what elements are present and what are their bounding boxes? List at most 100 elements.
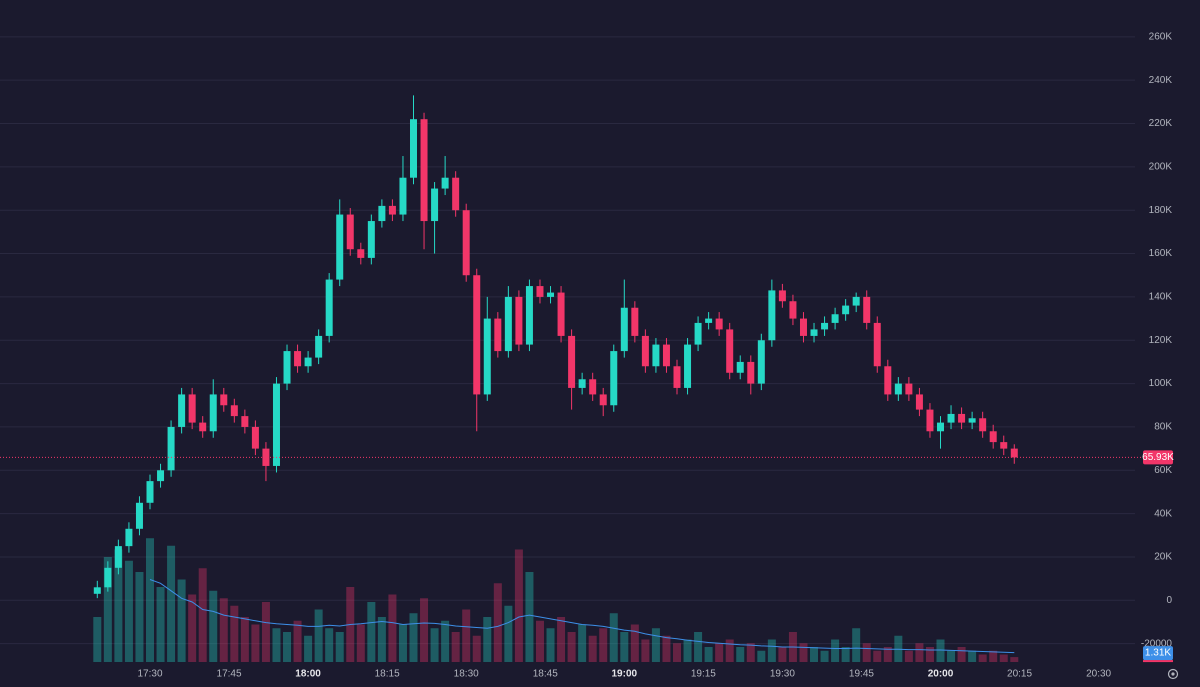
candle-body [157, 470, 165, 482]
last-price-label: 65.93K [1142, 452, 1174, 463]
candle-body [357, 249, 365, 258]
last-volume-label: 1.31K [1145, 648, 1171, 659]
candle-body [937, 422, 944, 432]
candle-body [873, 322, 881, 367]
volume-bar [904, 650, 913, 662]
x-tick-label: 17:30 [137, 669, 162, 680]
volume-bar [757, 650, 766, 662]
volume-bar [683, 639, 692, 662]
candle-body [483, 318, 491, 395]
candle-body [146, 481, 154, 503]
candle-body [578, 379, 586, 388]
volume-bar [514, 549, 523, 662]
volume-bar [156, 587, 165, 662]
candle-body [367, 221, 375, 258]
volume-bar [493, 583, 502, 662]
candle-body [452, 177, 460, 211]
volume-bar [957, 647, 966, 662]
volume-bar [978, 654, 987, 662]
y-tick-label: 240K [1149, 75, 1173, 86]
x-tick-label: 19:30 [770, 669, 795, 680]
candle-body [852, 296, 860, 306]
candle-body [241, 416, 249, 427]
candle-body [747, 361, 755, 384]
candle-body [135, 502, 143, 529]
last-volume-underline [1143, 660, 1173, 663]
candle-body [114, 546, 122, 568]
volume-bar [325, 628, 334, 662]
candle-body [294, 351, 302, 367]
y-tick-label: 220K [1149, 118, 1173, 129]
volume-bar [852, 628, 861, 662]
y-tick-label: 60K [1154, 465, 1172, 476]
volume-bar [420, 598, 429, 662]
candle-body [230, 405, 238, 417]
candle-body [462, 210, 470, 276]
volume-bar [936, 639, 945, 662]
candle-body [420, 119, 428, 222]
candle-body [778, 290, 786, 302]
candle-body [641, 335, 649, 367]
candle-body [863, 296, 871, 323]
volume-bar [641, 639, 650, 662]
y-tick-label: -20000 [1141, 638, 1173, 649]
x-tick-label: 18:15 [375, 669, 400, 680]
volume-bar [356, 624, 365, 662]
volume-bar [778, 647, 787, 662]
volume-bar [736, 647, 745, 662]
x-tick-label: 19:15 [691, 669, 716, 680]
x-tick-label: 18:45 [533, 669, 558, 680]
candle-body [504, 296, 512, 352]
settings-dot[interactable] [1171, 672, 1175, 676]
candle-body [968, 418, 976, 423]
volume-bar [831, 639, 840, 662]
candle-body [431, 188, 439, 222]
volume-bar [472, 635, 481, 662]
volume-bar [704, 647, 713, 662]
volume-bar [219, 598, 228, 662]
candle-body [705, 318, 713, 323]
candle-body [315, 335, 323, 358]
volume-bar [240, 617, 249, 662]
volume-bar [314, 609, 323, 662]
volume-bar [430, 628, 439, 662]
candle-body [304, 357, 312, 367]
volume-bar [609, 613, 618, 662]
candle-body [768, 290, 776, 341]
candle-body [989, 431, 997, 443]
candle-body [589, 379, 597, 395]
candle-body [325, 279, 333, 336]
candle-body [167, 426, 175, 471]
candle-body [251, 426, 259, 449]
volume-bar [114, 549, 123, 662]
volume-bar [441, 620, 450, 662]
volume-bar [968, 650, 977, 662]
candle-body [831, 314, 839, 323]
y-tick-label: 20K [1154, 552, 1172, 563]
y-tick-label: 140K [1149, 292, 1173, 303]
volume-bar [283, 632, 292, 662]
x-tick-label: 19:45 [849, 669, 874, 680]
last-volume-box [1143, 646, 1173, 661]
candle-body [662, 344, 670, 367]
volume-bar [335, 632, 344, 662]
volume-bar [620, 632, 629, 662]
volume-bar [93, 617, 102, 662]
candle-body [1010, 448, 1018, 458]
volume-bar [167, 545, 176, 662]
volume-bar [820, 650, 829, 662]
candle-body [684, 344, 692, 388]
settings-ring[interactable] [1167, 668, 1179, 680]
volume-bar [293, 620, 302, 662]
volume-bar [1010, 657, 1019, 662]
y-tick-label: 180K [1149, 205, 1173, 216]
candle-body [979, 418, 987, 432]
volume-bar [746, 643, 755, 662]
candle-body [547, 292, 555, 297]
candle-body [631, 307, 639, 336]
candle-body [557, 292, 565, 336]
volume-bar [694, 632, 703, 662]
volume-bar [261, 602, 270, 662]
candle-body [441, 177, 449, 189]
settings-icon[interactable] [1167, 668, 1179, 680]
